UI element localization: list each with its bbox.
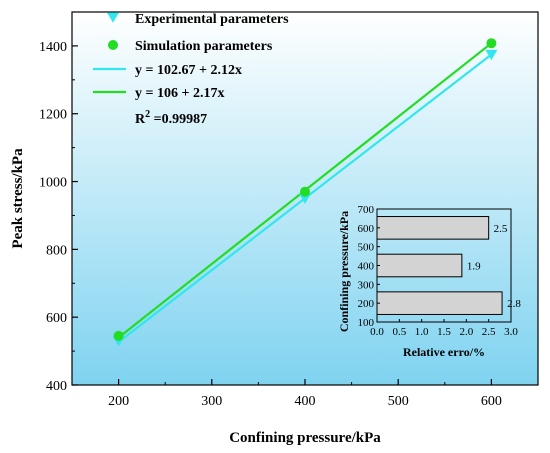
x-tick-label: 200 (108, 394, 129, 409)
y-tick-label: 400 (46, 379, 67, 394)
r2-base: R (135, 112, 146, 127)
inset-y-axis-title: Confining pressure/kPa (337, 211, 351, 332)
simulation-point (486, 38, 497, 49)
y-tick-label: 1400 (39, 40, 67, 55)
x-axis-title: Confining pressure/kPa (229, 430, 381, 446)
legend: Experimental parameters Simulation parame… (93, 12, 289, 101)
y-axis-title: Peak stress/kPa (10, 148, 26, 249)
legend-label: y = 106 + 2.17x (135, 86, 224, 101)
legend-label: Simulation parameters (135, 39, 273, 54)
inset-bar-600 (376, 216, 490, 240)
inset-y-tick-label: 400 (358, 261, 375, 273)
experimental-point (299, 193, 311, 204)
r2-value: =0.99987 (150, 112, 207, 127)
inset-bar-400 (376, 253, 463, 278)
inset-x-axis-title: Relative erro/% (403, 345, 485, 359)
inset-x-tick-label: 3.0 (504, 326, 518, 338)
inset-bar-value: 1.9 (467, 261, 481, 273)
inset-x-tick-label: 1.0 (415, 326, 429, 338)
simulation-point (300, 186, 310, 197)
x-tick-label: 400 (295, 394, 316, 409)
legend-triangle-swatch (107, 12, 119, 23)
inset-x-tick-label: 0.5 (392, 326, 406, 338)
inset-x-tick-label: 0.0 (370, 326, 384, 338)
inset-bar-value: 2.5 (494, 223, 508, 235)
inset-bar-value: 2.8 (507, 298, 521, 310)
simulation-point (113, 330, 124, 341)
y-tick-label: 1000 (39, 176, 67, 191)
x-tick-label: 300 (201, 394, 222, 409)
y-tick-label: 800 (46, 243, 67, 258)
legend-label: y = 102.67 + 2.12x (135, 63, 242, 78)
inset-x-tick-label: 2.5 (482, 326, 496, 338)
inset-bar-200 (376, 291, 503, 315)
inset-y-tick-label: 700 (358, 204, 375, 216)
r-squared-annotation: R2 =0.99987 (135, 109, 207, 127)
inset-y-tick-label: 300 (358, 279, 375, 291)
y-tick-label: 1200 (39, 108, 67, 123)
inset-y-tick-label: 500 (358, 242, 375, 254)
r2-superscript: 2 (145, 109, 150, 120)
experimental-point (485, 49, 498, 61)
inset-x-tick-label: 1.5 (437, 326, 451, 338)
legend-circle-swatch (108, 40, 118, 50)
inset-y-tick-label: 600 (358, 223, 375, 235)
inset-y-tick-label: 100 (358, 317, 375, 329)
legend-label: Experimental parameters (135, 12, 289, 27)
x-tick-label: 500 (388, 394, 409, 409)
inset-x-tick-label: 2.0 (459, 326, 473, 338)
y-tick-label: 600 (46, 311, 67, 326)
inset-y-tick-label: 200 (358, 298, 375, 310)
x-tick-label: 600 (481, 394, 502, 409)
inset-bar-chart: 2.8 1.9 2.5 0.0 0.5 1.0 1.5 2.0 2.5 3.0 100 200 300… (337, 204, 521, 359)
